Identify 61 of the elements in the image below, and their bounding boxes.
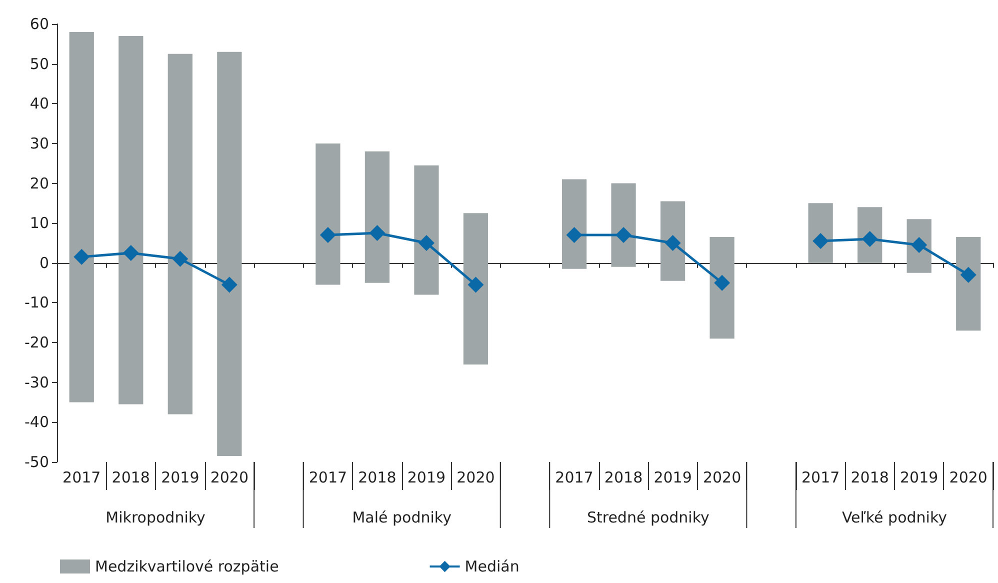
x-tick-label: 2017 — [555, 468, 594, 486]
point — [468, 276, 484, 293]
x-tick-label: 2019 — [900, 468, 938, 486]
text: Mikropodniky — [106, 508, 206, 526]
y-tick-label: -30 — [24, 373, 49, 392]
text: Veľké podniky — [842, 508, 948, 526]
y-tick-label: 30 — [30, 134, 49, 152]
point — [172, 250, 188, 267]
y-tick-label: -50 — [24, 453, 49, 471]
x-tick-label: 2017 — [308, 468, 348, 486]
bar — [69, 32, 94, 402]
x-tick-label: 2017 — [801, 468, 840, 486]
x-tick-label: 2018 — [112, 468, 150, 486]
point — [616, 227, 632, 244]
x-tick-label: 2017 — [62, 468, 101, 486]
x-tick-label: 2019 — [407, 468, 446, 486]
point — [122, 244, 139, 261]
bar — [562, 179, 587, 269]
x-tick-label: 2018 — [604, 468, 643, 486]
x-tick-label: 2019 — [161, 468, 200, 486]
bar — [364, 151, 390, 283]
y-tick-label: -40 — [24, 413, 49, 432]
point — [664, 235, 681, 251]
point — [369, 225, 386, 242]
y-tick-label: -10 — [24, 294, 49, 312]
y-tick-label: 10 — [30, 214, 49, 232]
y-tick-label: -20 — [24, 334, 49, 352]
y-tick-label: 60 — [30, 15, 49, 33]
x-tick-label: 2019 — [654, 468, 692, 486]
y-tick-label: 0 — [39, 254, 49, 272]
x-tick-label: 2018 — [850, 468, 889, 486]
x-tick-label: 2020 — [702, 468, 742, 486]
point — [418, 235, 434, 251]
bar — [217, 52, 242, 456]
bar — [414, 165, 439, 295]
bar — [463, 213, 488, 364]
x-tick-label: 2020 — [949, 468, 988, 486]
bar — [660, 201, 686, 281]
point — [74, 248, 90, 265]
bar — [611, 183, 636, 267]
x-tick-label: 2020 — [456, 468, 495, 486]
point — [960, 266, 976, 283]
point — [221, 276, 238, 293]
bar — [316, 143, 340, 285]
bar — [710, 237, 734, 339]
bar — [168, 54, 192, 414]
y-tick-label: 40 — [30, 94, 49, 113]
y-tick-label: 50 — [30, 54, 49, 73]
legend-label: Medián — [464, 558, 520, 576]
bar — [118, 36, 144, 404]
text: Malé podniky — [352, 508, 452, 526]
text: Stredné podniky — [586, 508, 710, 526]
bar — [808, 203, 833, 263]
point — [566, 227, 582, 244]
y-tick-label: 20 — [30, 174, 49, 192]
point — [320, 227, 336, 244]
x-tick-label: 2020 — [210, 468, 249, 486]
bar — [956, 237, 981, 331]
legend-label: Medzikvartilové rozpätie — [95, 558, 279, 576]
point — [714, 274, 730, 291]
x-tick-label: 2018 — [358, 468, 396, 486]
